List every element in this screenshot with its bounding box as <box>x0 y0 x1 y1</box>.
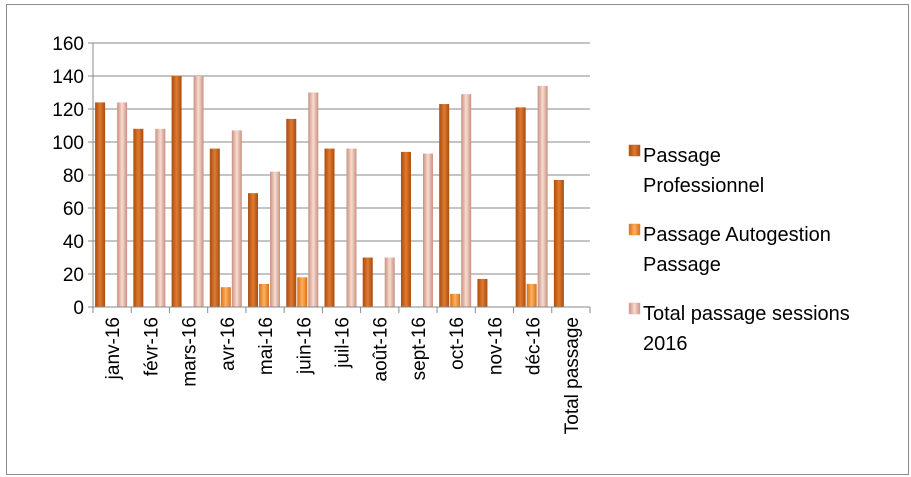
y-tick-label: 140 <box>52 67 84 88</box>
bar-series1-0 <box>95 102 106 308</box>
x-tick-label: mai-16 <box>256 317 277 375</box>
bar-series1-5 <box>286 118 297 308</box>
x-tick-label: avr-16 <box>218 317 239 371</box>
y-tick-label: 0 <box>73 298 84 319</box>
bar-series1-8 <box>400 151 411 307</box>
chart-frame: 0 20 40 60 80 100 120 140 160 janv-16 févr-16 mars… <box>6 4 909 475</box>
bar-series3-8 <box>422 153 433 307</box>
x-tick-label: août-16 <box>371 317 392 381</box>
bar-series3-6 <box>346 148 357 307</box>
x-tick-label: janv-16 <box>103 317 124 380</box>
bar-chart: 0 20 40 60 80 100 120 140 160 janv-16 févr-16 mars… <box>52 34 850 434</box>
x-tick-label: sept-16 <box>409 317 430 380</box>
x-tick-label: oct-16 <box>447 317 468 370</box>
bar-series3-2 <box>193 76 204 307</box>
bar-series1-10 <box>477 278 488 307</box>
bar-series3-1 <box>155 128 166 307</box>
bar-series1-1 <box>133 128 144 307</box>
bar-series3-9 <box>461 94 472 308</box>
y-tick-label: 120 <box>52 100 84 121</box>
bar-series1-3 <box>209 148 220 307</box>
axes <box>92 43 590 308</box>
x-tick-label: mars-16 <box>180 317 201 387</box>
legend: Passage Professionnel Passage Autogestion P… <box>628 144 850 355</box>
bar-series1-9 <box>439 104 450 307</box>
bar-series3-4 <box>270 171 281 307</box>
y-tick-label: 160 <box>52 34 84 55</box>
x-tick-label: déc-16 <box>524 317 545 375</box>
bar-series1-6 <box>324 148 335 307</box>
bar-series3-11 <box>537 85 548 308</box>
bar-series1-12 <box>553 179 564 307</box>
bar-series3-7 <box>384 257 395 307</box>
bar-series1-7 <box>362 257 373 307</box>
y-tick-label: 20 <box>63 265 84 286</box>
y-tick-label: 80 <box>63 166 84 187</box>
bars <box>95 76 564 308</box>
legend-swatch-2 <box>628 223 641 236</box>
x-tick-label: févr-16 <box>141 317 162 376</box>
legend-label-1: Passage <box>643 145 721 167</box>
bar-series2-4 <box>259 283 270 307</box>
legend-label-3: 2016 <box>643 333 688 355</box>
bar-series1-2 <box>171 76 182 307</box>
legend-label-3: Total passage sessions <box>643 303 850 325</box>
bar-series2-11 <box>526 283 537 307</box>
x-tick-label: juin-16 <box>294 317 315 375</box>
bar-series3-0 <box>117 102 128 308</box>
legend-label-2: Passage Autogestion <box>643 224 831 246</box>
x-tick-label: Total passage <box>562 317 583 434</box>
y-tick-label: 60 <box>63 199 84 220</box>
grid-lines <box>93 42 590 308</box>
bar-series3-3 <box>231 130 242 307</box>
x-tick-label: juil-16 <box>333 317 354 369</box>
y-tick-label: 100 <box>52 133 84 154</box>
legend-label-2: Passage <box>643 254 721 276</box>
y-axis-ticks: 0 20 40 60 80 100 120 140 160 <box>52 34 93 319</box>
x-tick-label: nov-16 <box>485 317 506 375</box>
legend-swatch-1 <box>628 144 641 157</box>
bar-series1-11 <box>515 107 526 307</box>
bar-series2-9 <box>450 293 461 307</box>
bar-series2-3 <box>220 287 231 307</box>
x-axis-ticks: janv-16 févr-16 mars-16 avr-16 mai-16 juin-16… <box>92 307 591 434</box>
bar-series1-4 <box>248 193 259 307</box>
legend-swatch-3 <box>628 302 641 315</box>
y-tick-label: 40 <box>63 232 84 253</box>
bar-series3-5 <box>308 92 319 307</box>
legend-label-1: Professionnel <box>643 175 764 197</box>
bar-series2-5 <box>297 277 308 307</box>
